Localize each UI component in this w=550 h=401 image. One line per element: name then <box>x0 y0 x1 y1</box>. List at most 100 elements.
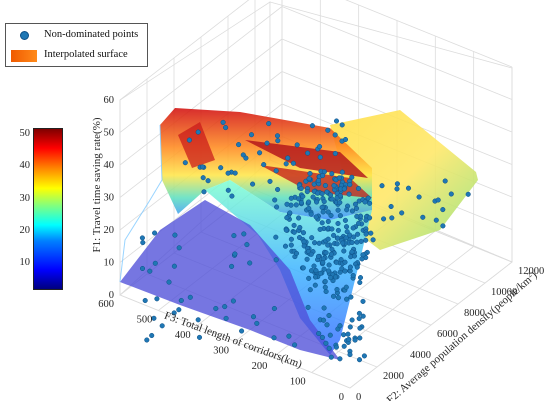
data-point <box>341 186 347 192</box>
data-point <box>334 286 340 293</box>
data-point <box>335 227 341 233</box>
data-point <box>222 304 228 310</box>
data-point <box>341 332 347 338</box>
data-point <box>273 234 279 240</box>
y-tick-label: 4000 <box>410 350 431 361</box>
data-point <box>344 229 350 235</box>
data-point <box>324 322 330 328</box>
data-point <box>315 178 322 184</box>
data-point <box>333 118 340 124</box>
legend-entry-points: Non-dominated points <box>6 27 146 45</box>
data-point <box>291 222 297 228</box>
data-point <box>171 310 177 316</box>
data-point <box>328 275 334 281</box>
data-point <box>205 178 211 184</box>
data-point <box>282 243 289 249</box>
data-point <box>304 256 310 262</box>
y-tick-label: 0 <box>356 392 361 401</box>
data-point <box>325 236 331 242</box>
data-point <box>296 215 302 221</box>
data-point <box>307 287 313 293</box>
data-point <box>347 232 353 238</box>
data-point <box>338 257 344 263</box>
data-point <box>368 230 374 236</box>
data-point <box>317 270 323 277</box>
data-point <box>343 284 349 290</box>
data-point <box>349 174 355 180</box>
data-point <box>344 207 350 213</box>
data-point <box>322 278 328 284</box>
data-point <box>337 199 343 206</box>
x-tick-label: 500 <box>137 315 153 326</box>
data-point <box>448 191 454 197</box>
data-point <box>342 259 348 265</box>
surface-ridge-1 <box>245 140 368 178</box>
data-point <box>339 169 345 175</box>
point-marker-icon <box>20 31 29 40</box>
data-point <box>328 354 334 360</box>
data-point <box>356 310 362 316</box>
data-point <box>379 183 385 189</box>
colorbar-tick: 10 <box>19 257 31 268</box>
data-point <box>352 201 359 207</box>
data-point <box>294 142 300 148</box>
data-point <box>301 239 307 245</box>
data-point <box>345 331 351 337</box>
data-point <box>326 262 332 268</box>
data-point <box>320 173 326 179</box>
x-tick-label: 600 <box>98 299 114 310</box>
data-point <box>254 320 260 326</box>
colorbar-tick: 40 <box>19 160 31 171</box>
data-point <box>166 279 172 285</box>
data-point <box>317 226 323 232</box>
data-point <box>139 235 145 241</box>
data-point <box>142 297 148 304</box>
data-point <box>274 133 281 139</box>
data-point <box>405 185 412 191</box>
data-point <box>325 242 331 248</box>
data-point <box>223 125 229 131</box>
data-point <box>187 294 193 300</box>
data-point <box>331 183 337 189</box>
data-point <box>440 207 446 213</box>
data-point <box>355 231 361 237</box>
data-point <box>363 237 369 243</box>
data-point <box>321 266 327 272</box>
colorbar <box>33 128 63 290</box>
data-point <box>416 194 422 200</box>
z-tick-label: 40 <box>104 160 115 171</box>
colorbar-tick: 20 <box>19 225 31 236</box>
z-tick-label: 30 <box>104 193 115 204</box>
surface-edge-left <box>119 124 163 283</box>
data-point <box>298 200 304 206</box>
data-point <box>330 293 337 299</box>
data-point <box>309 123 315 129</box>
data-point <box>225 187 231 193</box>
data-point <box>266 121 272 127</box>
data-point <box>178 297 184 304</box>
data-point <box>172 232 178 238</box>
data-point <box>357 335 363 341</box>
data-point <box>230 298 236 304</box>
data-point <box>361 353 367 359</box>
data-point <box>335 235 341 241</box>
data-point <box>288 236 294 242</box>
data-point <box>399 210 405 216</box>
data-point <box>236 142 242 148</box>
data-point <box>225 170 231 176</box>
data-point <box>220 119 226 125</box>
data-point <box>356 316 362 322</box>
data-point <box>284 215 290 221</box>
data-point <box>333 259 340 265</box>
data-point <box>331 232 337 238</box>
data-point <box>337 213 343 219</box>
data-point <box>317 144 323 150</box>
data-point <box>316 330 322 337</box>
data-point <box>305 150 311 156</box>
data-point <box>321 198 327 205</box>
data-point <box>320 209 326 215</box>
data-point <box>349 208 355 214</box>
data-point <box>305 304 311 310</box>
